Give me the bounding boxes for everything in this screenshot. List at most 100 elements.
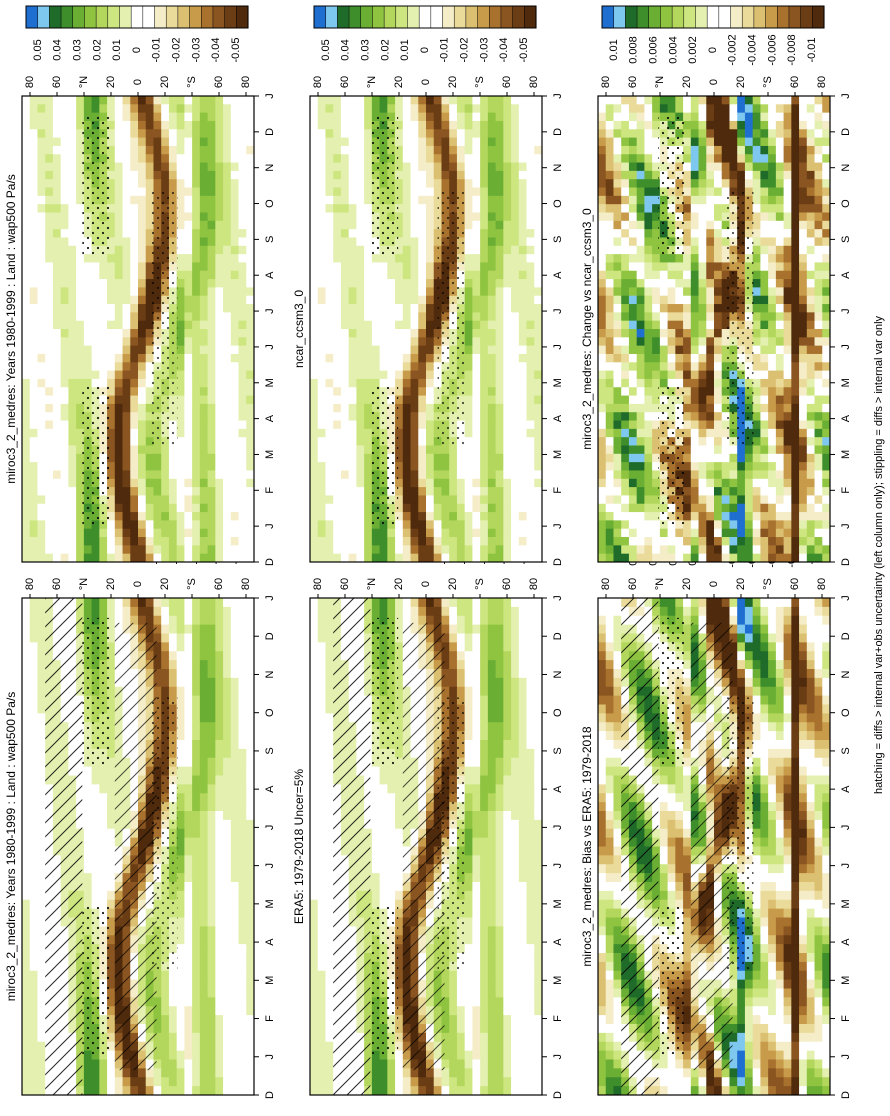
heatmap-cell [215, 188, 223, 197]
heatmap-cell [192, 254, 200, 263]
heatmap-cell [177, 997, 185, 1006]
heatmap-cell [465, 909, 473, 918]
month-tick-label: S [264, 236, 276, 243]
heatmap-cell [465, 873, 473, 882]
heatmap-cell [534, 1015, 542, 1024]
colorbar-swatch [84, 6, 96, 28]
heatmap-cell [177, 96, 185, 105]
heatmap-cell [107, 838, 115, 847]
heatmap-cell [30, 713, 38, 722]
heatmap-cell [310, 740, 318, 749]
heatmap-cell [61, 520, 69, 529]
heatmap-cell [107, 829, 115, 838]
heatmap-cell [527, 820, 535, 829]
heatmap-cell [61, 113, 69, 122]
heatmap-cell [22, 838, 30, 847]
heatmap-cell [22, 864, 30, 873]
heatmap-cell [223, 918, 231, 927]
heatmap-cell [480, 980, 488, 989]
heatmap-cell [130, 554, 138, 563]
heatmap-cell [37, 262, 45, 271]
heatmap-cell [177, 873, 185, 882]
heatmap-cell [208, 171, 216, 180]
heatmap-cell [457, 634, 465, 643]
colorbar-label: 0.03 [72, 39, 84, 60]
heatmap-cell [246, 873, 254, 882]
heatmap-cell [30, 404, 38, 413]
heatmap-cell [223, 279, 231, 288]
heatmap-cell [161, 113, 169, 122]
heatmap-cell [130, 512, 138, 521]
heatmap-cell [30, 758, 38, 767]
heatmap-cell [200, 900, 208, 909]
heatmap-cell [115, 1086, 123, 1095]
heatmap-cell [310, 900, 318, 909]
heatmap-cell [37, 740, 45, 749]
heatmap-cell [223, 96, 231, 105]
heatmap-cell [22, 1086, 30, 1095]
heatmap-cell [488, 678, 496, 687]
heatmap-cell [200, 171, 208, 180]
heatmap-cell [372, 811, 380, 820]
heatmap-cell [161, 545, 169, 554]
heatmap-cell [239, 891, 247, 900]
heatmap-cell [223, 412, 231, 421]
heatmap-cell [177, 104, 185, 113]
heatmap-cell [215, 421, 223, 430]
heatmap-cell [215, 980, 223, 989]
heatmap-cell [231, 909, 239, 918]
heatmap-cell [53, 254, 61, 263]
heatmap-cell [246, 829, 254, 838]
heatmap-cell [130, 362, 138, 371]
heatmap-cell [68, 221, 76, 230]
heatmap-cell [239, 864, 247, 873]
heatmap-cell [239, 971, 247, 980]
hatching-overlay [45, 598, 82, 1095]
heatmap-cell [246, 997, 254, 1006]
heatmap-cell [84, 279, 92, 288]
heatmap-cell [115, 254, 123, 263]
heatmap-cell [30, 396, 38, 405]
heatmap-cell [53, 537, 61, 546]
heatmap-cell [184, 412, 192, 421]
heatmap-cell [169, 1024, 177, 1033]
heatmap-cell [138, 179, 146, 188]
heatmap-cell [223, 129, 231, 138]
heatmap-cell [68, 362, 76, 371]
heatmap-cell [138, 104, 146, 113]
heatmap-cell [208, 296, 216, 305]
heatmap-cell [138, 362, 146, 371]
heatmap-cell [45, 520, 53, 529]
heatmap-cell [480, 678, 488, 687]
heatmap-cell [519, 784, 527, 793]
heatmap-cell [184, 487, 192, 496]
heatmap-cell [115, 188, 123, 197]
heatmap-cell [534, 926, 542, 935]
heatmap-cell [37, 634, 45, 643]
heatmap-cell [239, 713, 247, 722]
heatmap-cell [177, 598, 185, 607]
heatmap-cell [503, 891, 511, 900]
heatmap-cell [534, 749, 542, 758]
heatmap-cell [22, 404, 30, 413]
heatmap-cell [22, 188, 30, 197]
heatmap-cell [465, 997, 473, 1006]
heatmap-cell [215, 113, 223, 122]
heatmap-cell [61, 138, 69, 147]
heatmap-cell [200, 935, 208, 944]
heatmap-cell [527, 918, 535, 927]
heatmap-cell [488, 909, 496, 918]
heatmap-cell [231, 997, 239, 1006]
heatmap-cell [22, 429, 30, 438]
heatmap-cell [37, 722, 45, 731]
heatmap-cell [318, 811, 326, 820]
heatmap-cell [123, 121, 131, 130]
heatmap-cell [200, 221, 208, 230]
heatmap-cell [246, 421, 254, 430]
heatmap-cell [215, 1086, 223, 1095]
heatmap-cell [246, 749, 254, 758]
heatmap-cell [215, 820, 223, 829]
heatmap-cell [395, 811, 403, 820]
heatmap-cell [208, 437, 216, 446]
heatmap-cell [45, 329, 53, 338]
